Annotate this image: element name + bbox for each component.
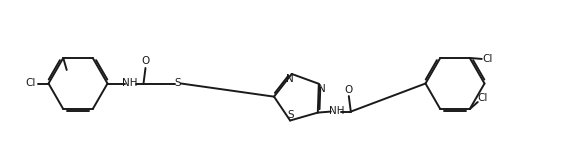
Text: N: N: [286, 74, 293, 84]
Text: NH: NH: [122, 78, 138, 88]
Text: Cl: Cl: [482, 54, 493, 64]
Text: S: S: [288, 110, 295, 120]
Text: S: S: [174, 79, 181, 88]
Text: NH: NH: [329, 106, 344, 116]
Text: O: O: [345, 85, 353, 95]
Text: Cl: Cl: [26, 79, 36, 88]
Text: N: N: [318, 84, 326, 94]
Text: Cl: Cl: [478, 93, 488, 103]
Text: O: O: [141, 56, 150, 66]
